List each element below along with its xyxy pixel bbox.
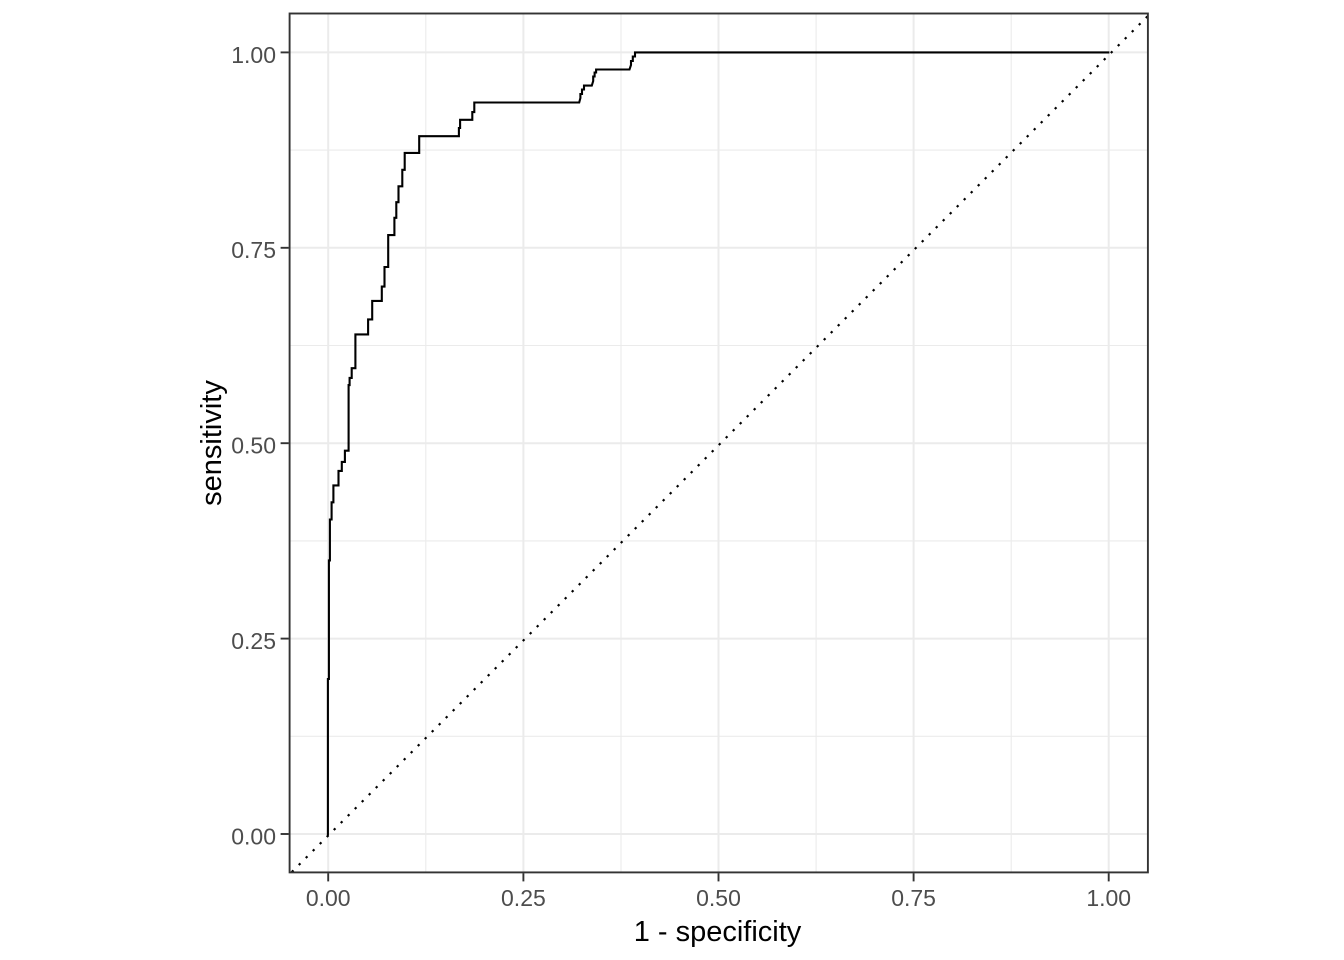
svg-text:sensitivity: sensitivity (196, 380, 228, 506)
svg-text:0.75: 0.75 (231, 237, 276, 263)
svg-text:0.00: 0.00 (306, 885, 351, 911)
svg-text:0.50: 0.50 (231, 433, 276, 459)
svg-text:0.25: 0.25 (501, 885, 546, 911)
svg-text:0.00: 0.00 (231, 823, 276, 849)
svg-text:1.00: 1.00 (231, 42, 276, 68)
svg-text:1.00: 1.00 (1086, 885, 1131, 911)
svg-text:0.25: 0.25 (231, 628, 276, 654)
svg-text:1 - specificity: 1 - specificity (634, 916, 802, 948)
svg-text:0.75: 0.75 (891, 885, 936, 911)
svg-text:0.50: 0.50 (696, 885, 741, 911)
